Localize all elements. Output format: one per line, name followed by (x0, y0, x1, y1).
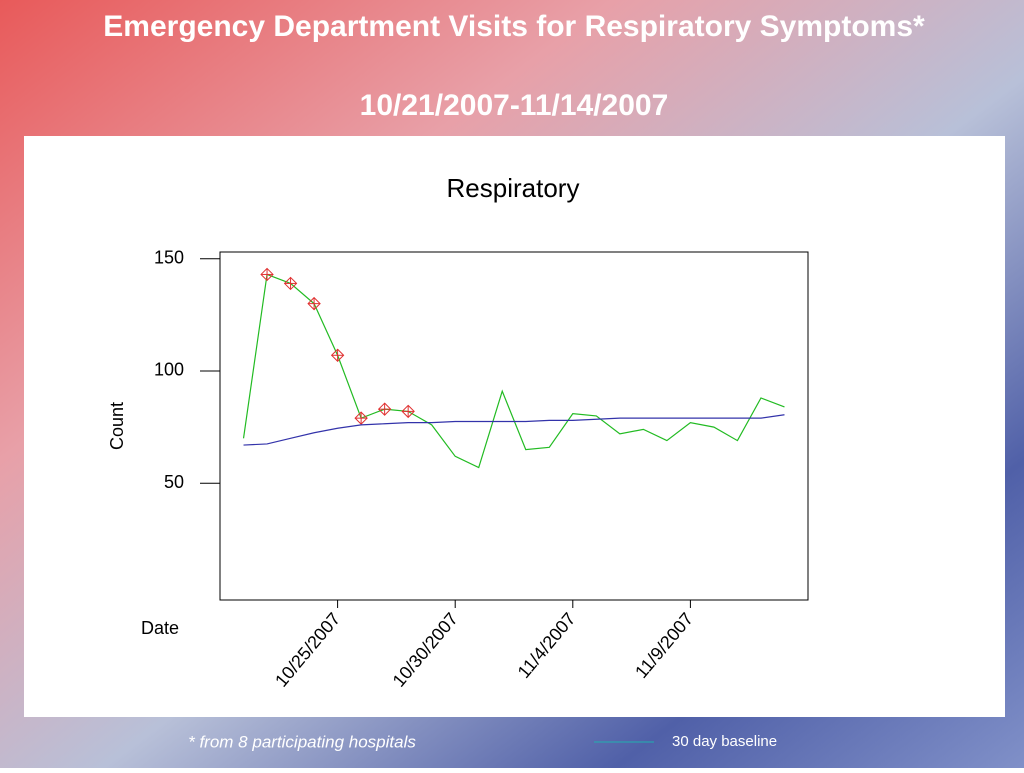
chart-title: Respiratory (447, 173, 580, 203)
footnote: * from 8 participating hospitals (188, 732, 416, 751)
alert-marker (307, 296, 321, 311)
slide-subtitle: 10/21/2007-11/14/2007 (360, 89, 669, 122)
legend-label: 30 day baseline (672, 733, 777, 750)
series-line (242, 273, 785, 469)
marker-part (307, 296, 321, 311)
x-axis-label: Date (141, 618, 179, 638)
series-line (243, 414, 785, 446)
marker-part (260, 267, 274, 282)
alert-marker (377, 402, 392, 416)
marker-part (354, 411, 368, 425)
alert-marker (354, 411, 368, 425)
y-tick-label: 100 (154, 360, 184, 380)
plot-frame (219, 251, 809, 601)
alert-marker (260, 267, 274, 282)
alert-marker (283, 276, 298, 291)
y-tick-label: 50 (164, 472, 184, 492)
alert-marker (330, 348, 345, 362)
chart-panel (24, 136, 1005, 717)
alert-marker (401, 404, 415, 419)
slide-title: Emergency Department Visits for Respirat… (103, 10, 925, 43)
y-axis-label: Count (107, 402, 127, 450)
y-tick-label: 150 (154, 247, 184, 267)
